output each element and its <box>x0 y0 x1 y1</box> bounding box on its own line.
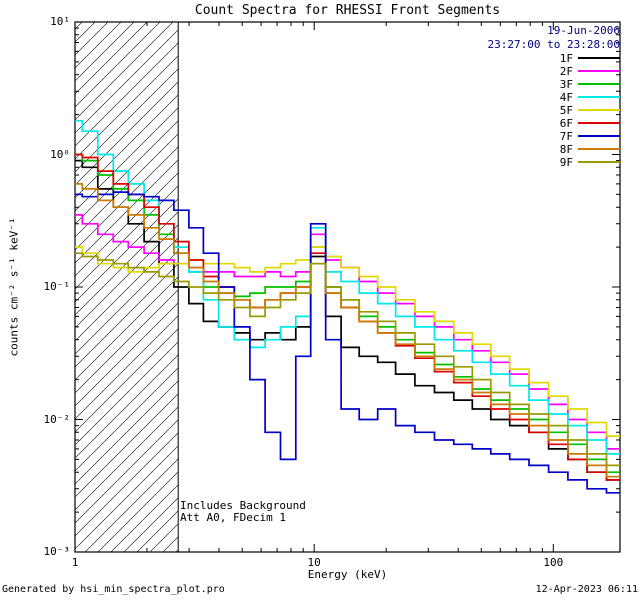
legend-label: 3F <box>559 77 573 91</box>
legend-swatch-line <box>578 83 620 85</box>
series-4F-line <box>75 119 620 455</box>
legend-entry-4F: 4F <box>559 90 620 104</box>
legend-label: 9F <box>559 155 573 169</box>
hatch-region <box>75 22 179 552</box>
legend-entry-8F: 8F <box>559 142 620 156</box>
annotation-attenuator: Att A0, FDecim 1 <box>180 511 286 524</box>
plot-title: Count Spectra for RHESSI Front Segments <box>194 3 501 18</box>
legend-swatch-line <box>578 70 620 72</box>
obs-date: 19-Jun-2006 <box>547 24 620 37</box>
legend-entry-7F: 7F <box>559 129 620 143</box>
obs-time-range: 23:27:00 to 23:28:00 <box>487 38 620 51</box>
legend-label: 2F <box>559 64 573 78</box>
legend-entry-2F: 2F <box>559 64 620 78</box>
footer-generated-by: Generated by hsi_min_spectra_plot.pro <box>2 584 225 595</box>
series-group <box>75 119 620 494</box>
y-tick-label: 10⁰ <box>50 147 70 161</box>
y-axis-label: counts cm⁻² s⁻¹ keV⁻¹ <box>7 217 21 357</box>
legend-swatch-line <box>578 148 620 150</box>
y-tick-label: 10¹ <box>50 15 70 28</box>
legend-label: 5F <box>559 103 573 117</box>
y-tick-label: 10⁻³ <box>43 545 71 558</box>
series-7F-line <box>75 191 620 494</box>
legend-entry-9F: 9F <box>559 155 620 169</box>
legend-entry-3F: 3F <box>559 77 620 91</box>
annotation-includes-background: Includes Background <box>180 499 306 512</box>
series-6F-line <box>75 153 620 481</box>
legend-swatch-line <box>578 109 620 111</box>
legend-label: 8F <box>559 142 573 156</box>
legend-entry-6F: 6F <box>559 116 620 130</box>
legend-label: 4F <box>559 90 573 104</box>
legend-entry-1F: 1F <box>559 51 620 65</box>
series-1F-line <box>75 159 620 481</box>
y-tick-label: 10⁻¹ <box>43 280 71 293</box>
legend-entry-5F: 5F <box>559 103 620 117</box>
plot-frame <box>74 21 621 553</box>
legend-swatch-line <box>578 135 620 137</box>
x-tick-label: 1 <box>71 556 79 569</box>
y-tick-label: 10⁻² <box>43 412 71 426</box>
footer-timestamp: 12-Apr-2023 06:11 <box>535 584 638 595</box>
x-tick-label: 100 <box>543 556 564 569</box>
series-9F-line <box>75 252 620 467</box>
legend-swatch-line <box>578 122 620 124</box>
legend-swatch-line <box>578 96 620 98</box>
legend-label: 1F <box>559 51 573 65</box>
legend-swatch-line <box>578 161 620 163</box>
x-axis-label: Energy (keV) <box>307 568 388 581</box>
legend-label: 7F <box>559 129 573 143</box>
legend-label: 6F <box>559 116 573 130</box>
x-tick-label: 10 <box>307 556 321 569</box>
legend-swatch-line <box>578 57 620 59</box>
